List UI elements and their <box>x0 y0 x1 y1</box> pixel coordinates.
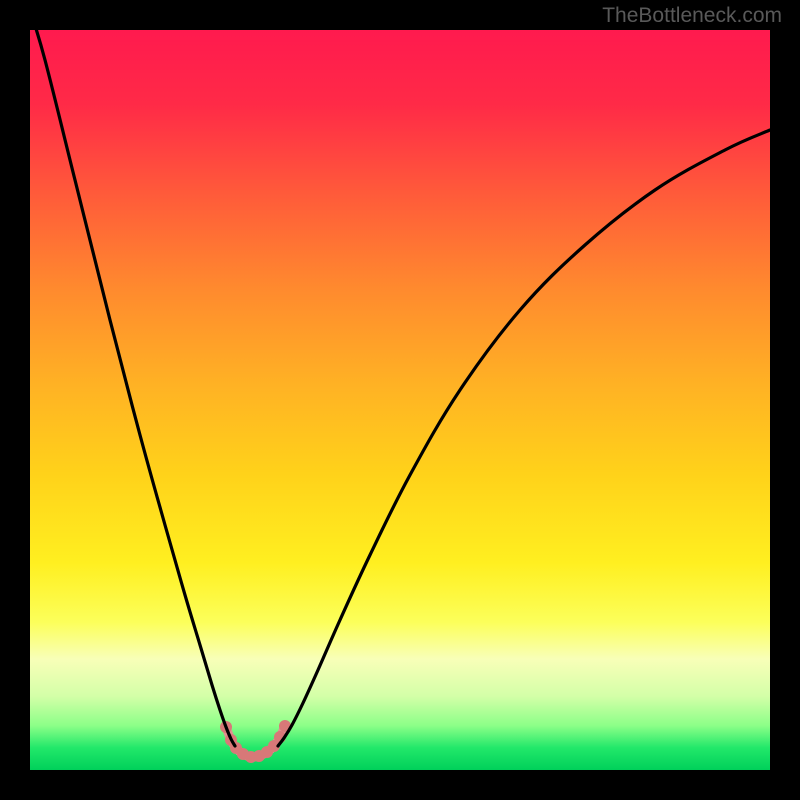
curve-right <box>278 130 770 746</box>
curve-left <box>30 30 235 746</box>
watermark-text: TheBottleneck.com <box>602 4 782 28</box>
chart-container: TheBottleneck.com <box>0 0 800 800</box>
bottleneck-curves <box>30 30 770 770</box>
chart-area <box>30 30 770 770</box>
